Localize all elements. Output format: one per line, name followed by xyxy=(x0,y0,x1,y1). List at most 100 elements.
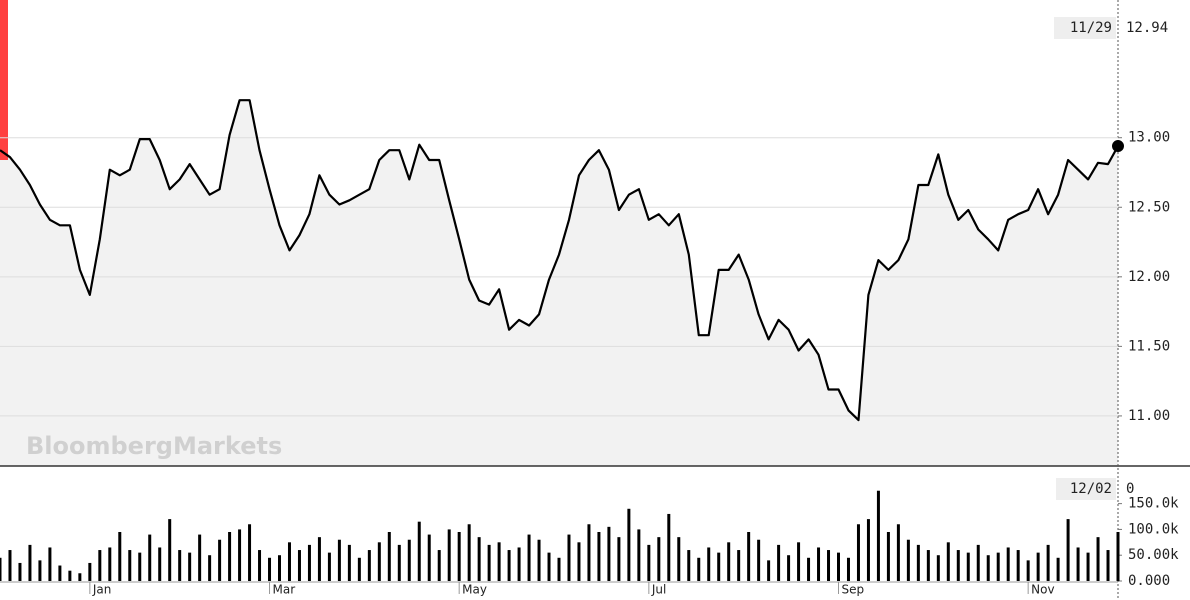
x-tick-label: May xyxy=(462,583,487,597)
volume-bar xyxy=(447,529,451,581)
volume-bar xyxy=(258,550,262,581)
volume-bar xyxy=(307,544,311,581)
volume-bar xyxy=(1016,550,1020,581)
watermark: BloombergMarkets xyxy=(26,432,282,460)
volume-bar xyxy=(18,562,22,581)
volume-bar xyxy=(886,531,890,581)
volume-bar xyxy=(1056,557,1060,581)
volume-bar xyxy=(1106,550,1110,581)
volume-bar xyxy=(896,524,900,581)
volume-bar xyxy=(427,534,431,581)
volume-bar xyxy=(1096,537,1100,581)
crosshair-date-box xyxy=(1056,478,1116,500)
volume-bar xyxy=(58,565,62,581)
volume-bar xyxy=(158,547,162,581)
volume-bar xyxy=(1026,560,1030,581)
y-tick-label: 100.0k xyxy=(1128,521,1179,537)
volume-bar xyxy=(527,534,531,581)
volume-bar xyxy=(906,539,910,581)
volume-bar xyxy=(577,542,581,581)
volume-bar xyxy=(866,519,870,581)
volume-bar xyxy=(936,555,940,581)
volume-bar xyxy=(647,544,651,581)
volume-bar xyxy=(1046,544,1050,581)
volume-bar xyxy=(347,544,351,581)
volume-bar xyxy=(956,550,960,581)
area xyxy=(0,100,1118,466)
y-tick-label: 11.00 xyxy=(1128,408,1170,424)
volume-bar xyxy=(966,552,970,581)
volume-bar xyxy=(697,557,701,581)
price-line xyxy=(0,99,1119,422)
volume-bar xyxy=(317,537,321,581)
volume-bar xyxy=(108,547,112,581)
volume-bar xyxy=(1086,552,1090,581)
volume-bar xyxy=(467,524,471,581)
volume-bar xyxy=(687,550,691,581)
volume-bar xyxy=(567,534,571,581)
volume-bar xyxy=(377,542,381,581)
volume-bar xyxy=(248,524,252,581)
volume-bar xyxy=(98,550,102,581)
volume-bar xyxy=(976,544,980,581)
volume-bar xyxy=(827,550,831,581)
volume-bar xyxy=(677,537,681,581)
x-tick-label: Mar xyxy=(273,583,296,597)
y-tick-label: 12.00 xyxy=(1128,269,1170,285)
volume-bar xyxy=(68,570,72,581)
volume-bar xyxy=(667,513,671,581)
volume-bar xyxy=(198,534,202,581)
volume-bar xyxy=(297,550,301,581)
crosshair-date-box xyxy=(1054,17,1116,39)
volume-bar xyxy=(817,547,821,581)
volume-bar xyxy=(627,508,631,581)
x-tick-label: Sep xyxy=(842,583,865,597)
volume-bar xyxy=(837,552,840,581)
volume-bar xyxy=(367,550,371,581)
volume-bar xyxy=(1006,547,1010,581)
volume-bar xyxy=(188,552,192,581)
crosshair-value: 0 xyxy=(1126,481,1134,497)
y-tick-label: 11.50 xyxy=(1128,338,1170,354)
volume-bar xyxy=(178,550,182,581)
volume-bar xyxy=(138,552,142,581)
volume-bar xyxy=(168,519,172,581)
volume-bar xyxy=(597,531,601,581)
y-tick-label: 12.50 xyxy=(1128,199,1170,215)
crosshair-date: 11/29 xyxy=(1070,20,1112,36)
crosshair-value: 12.94 xyxy=(1126,20,1168,36)
volume-bar xyxy=(1076,547,1080,581)
volume-bar xyxy=(777,544,781,581)
volume-bar xyxy=(767,560,771,581)
volume-bar xyxy=(48,547,52,581)
volume-bar xyxy=(337,539,341,581)
volume-bar xyxy=(517,547,521,581)
volume-bar xyxy=(537,539,541,581)
volume-bar xyxy=(28,544,32,581)
volume-bar xyxy=(557,557,561,581)
volume-bar xyxy=(487,544,491,581)
volume-bar xyxy=(617,537,621,581)
volume-bar xyxy=(727,542,731,581)
volume-bar xyxy=(278,555,281,581)
volume-bar xyxy=(856,524,860,581)
volume-bar xyxy=(407,539,411,581)
volume-bar xyxy=(926,550,930,581)
volume-bar xyxy=(118,531,122,581)
volume-bar xyxy=(208,555,212,581)
volume-bar xyxy=(78,573,82,581)
volume-bar xyxy=(397,544,401,581)
volume-bar xyxy=(457,531,461,581)
volume-bar xyxy=(128,550,132,581)
volume-bar xyxy=(547,552,551,581)
volume-bar xyxy=(807,557,811,581)
volume-bar xyxy=(497,542,501,581)
x-tick-label: Jan xyxy=(92,583,112,597)
volume-bar xyxy=(287,542,291,581)
volume-bar xyxy=(477,537,481,581)
y-tick-label: 150.0k xyxy=(1128,496,1179,512)
left-marker xyxy=(0,0,8,160)
volume-bar xyxy=(38,560,42,581)
volume-bar xyxy=(787,555,791,581)
